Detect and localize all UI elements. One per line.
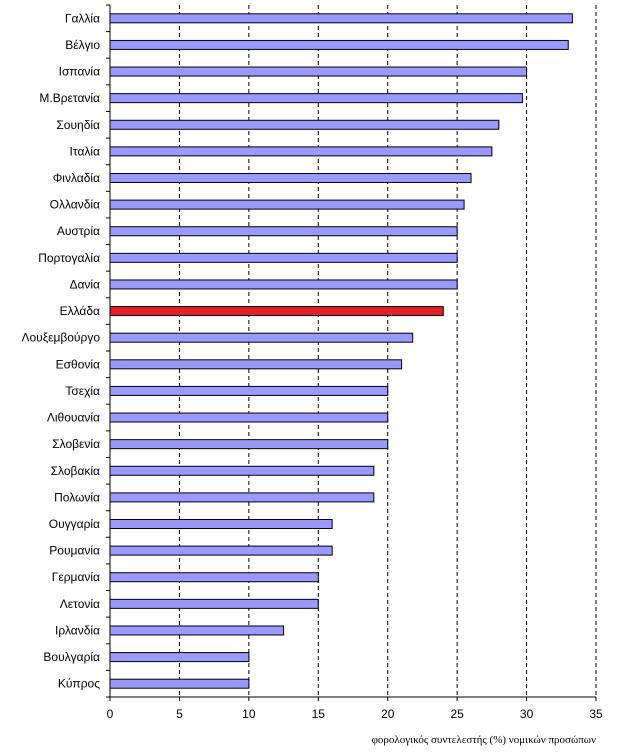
- bar: [109, 226, 458, 237]
- category-label: Φινλαδία: [53, 171, 100, 185]
- x-tick-label: 10: [242, 707, 256, 721]
- x-tick-label: 30: [520, 707, 534, 721]
- bar: [109, 385, 389, 396]
- bar: [109, 625, 285, 636]
- x-tick-label: 25: [450, 707, 464, 721]
- x-axis-title: φορολογικός συντελεστής (%) νομικών προσ…: [372, 734, 596, 746]
- x-tick-label: 15: [312, 707, 326, 721]
- x-tick-label: 20: [381, 707, 395, 721]
- category-label: Τσεχία: [65, 384, 100, 398]
- category-label: Ελλάδα: [60, 304, 100, 318]
- bar: [109, 465, 375, 476]
- bar: [109, 93, 523, 104]
- category-label: Σουηδία: [56, 118, 100, 132]
- category-label: Σλοβενία: [52, 437, 100, 451]
- category-label: Γερμανία: [52, 570, 100, 584]
- bar: [109, 252, 458, 263]
- bar: [109, 332, 414, 343]
- bar: [109, 146, 493, 157]
- bar: [109, 492, 375, 503]
- category-label: Αυστρία: [57, 224, 100, 238]
- category-label: Λετονία: [60, 597, 100, 611]
- bar: [109, 66, 528, 77]
- bar: [109, 13, 573, 24]
- category-label: Λιθουανία: [47, 411, 100, 425]
- bar: [109, 652, 250, 663]
- category-label: Ουγγαρία: [49, 517, 100, 531]
- bar: [109, 439, 389, 450]
- x-ticks: 0 5 10 15 20 25 30 35: [106, 4, 603, 721]
- category-label: Ιταλία: [70, 144, 101, 158]
- category-label: Δανία: [69, 277, 100, 291]
- category-label: Ολλανδία: [50, 198, 100, 212]
- gridlines: [178, 5, 597, 697]
- category-label: Βέλγιο: [65, 38, 100, 52]
- x-tick-label: 5: [176, 707, 183, 721]
- category-label: Πορτογαλία: [38, 251, 100, 265]
- x-tick-label: 0: [107, 707, 114, 721]
- category-label: Ιρλανδία: [55, 623, 100, 637]
- category-label: Πολωνία: [54, 490, 100, 504]
- category-label: Γαλλία: [65, 11, 100, 25]
- category-label: Σλοβακία: [51, 464, 100, 478]
- category-label: Εσθονία: [56, 357, 100, 371]
- bar: [109, 173, 472, 183]
- bar: [109, 412, 389, 423]
- bar: [109, 279, 458, 290]
- axes: [109, 5, 596, 698]
- category-label: Βουλγαρία: [43, 650, 100, 664]
- category-labels: Γαλλία Βέλγιο Ισπανία Μ.Βρετανία Σουηδία Ιταλ…: [21, 11, 100, 690]
- category-label: Κύπρος: [58, 677, 100, 691]
- bar: [109, 519, 333, 529]
- category-label: Ισπανία: [59, 65, 100, 79]
- bar: [109, 306, 444, 317]
- bar: [109, 39, 569, 50]
- category-label: Ρουμανία: [49, 544, 100, 558]
- category-label: Λουξεμβούργο: [21, 331, 100, 345]
- bar: [109, 199, 465, 210]
- bar: [109, 598, 319, 609]
- category-label: Μ.Βρετανία: [39, 91, 100, 105]
- x-tick-label: 35: [589, 707, 603, 721]
- bar: [109, 119, 500, 130]
- bar: [109, 572, 319, 583]
- bar: [109, 359, 403, 370]
- bar: [109, 678, 250, 689]
- bar: [109, 545, 333, 556]
